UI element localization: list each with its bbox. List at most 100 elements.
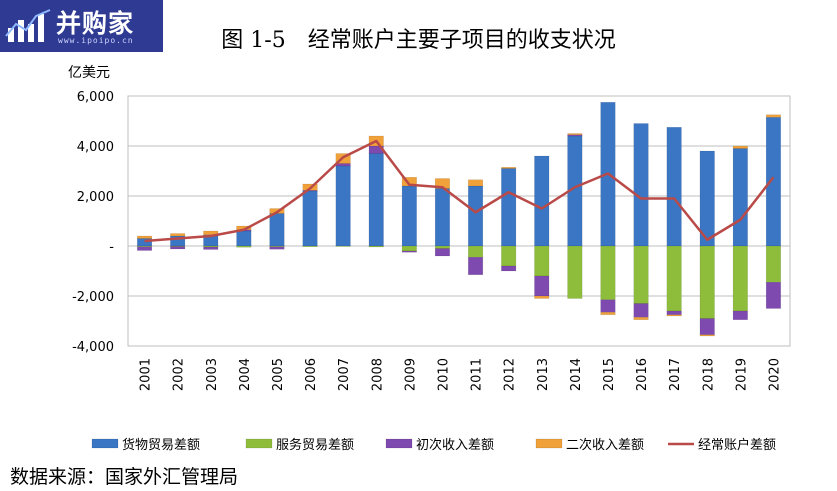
bar-segment: [302, 190, 318, 247]
bar-segment: [765, 117, 781, 247]
bar-segment: [633, 303, 649, 318]
x-tick-label: 2005: [271, 358, 286, 391]
bar-segment: [501, 167, 517, 169]
x-tick-label: 2004: [238, 358, 253, 391]
bar-segment: [534, 155, 550, 247]
bar-segment: [401, 250, 417, 253]
bar-segment: [765, 114, 781, 118]
x-tick-label: 2017: [668, 358, 683, 391]
legend-swatch: [385, 438, 413, 449]
bar-segment: [534, 275, 550, 297]
y-tick-label: 6,000: [77, 90, 114, 105]
bar-segment: [501, 265, 517, 272]
bar-segment: [633, 123, 649, 247]
bar-segment: [269, 213, 285, 247]
x-tick-label: 2002: [172, 358, 187, 391]
bar-segment: [567, 133, 583, 135]
bar-segment: [368, 153, 384, 247]
bar-segment: [434, 245, 450, 249]
bar-segment: [666, 310, 682, 315]
plot-frame: [127, 95, 791, 347]
x-tick-label: 2011: [470, 358, 485, 391]
legend-label: 货物贸易差额: [122, 437, 200, 453]
bar-segment: [137, 235, 153, 239]
y-tick-label: 4,000: [77, 140, 114, 155]
y-tick-label: -2,000: [72, 290, 114, 305]
legend-label: 初次收入差额: [416, 437, 494, 453]
x-tick-label: 2013: [536, 358, 551, 391]
logo: 并购家 www.ipoipo.cn: [0, 0, 163, 52]
bar-segment: [170, 233, 186, 237]
y-tick-label: -4,000: [72, 340, 114, 355]
y-axis-unit-label: 亿美元: [68, 65, 110, 81]
bar-segment: [368, 245, 384, 248]
x-tick-label: 2020: [767, 358, 782, 391]
bar-segment: [699, 245, 715, 319]
chart: 6,000 4,000 2,000 - -2,000 -4,000 2001 2002 2003…: [72, 90, 791, 453]
x-tick-label: 2012: [503, 358, 518, 391]
bar-segment: [501, 168, 517, 247]
bar-segment: [600, 312, 616, 315]
legend-label: 服务贸易差额: [276, 437, 354, 453]
bar-segment: [666, 127, 682, 247]
bar-segment: [434, 248, 450, 257]
x-tick-label: 2008: [370, 358, 385, 391]
bar-segment: [699, 334, 715, 337]
bar-segment: [468, 185, 484, 247]
bar-segment: [699, 318, 715, 335]
bar-segment: [534, 295, 550, 299]
x-tick-label: 2007: [337, 358, 352, 391]
x-tick-label: 2016: [635, 358, 650, 391]
bar-segment: [765, 282, 781, 309]
bar-segment: [335, 245, 351, 247]
bar-segment: [335, 163, 351, 167]
bar-segment: [434, 188, 450, 247]
legend-label: 二次收入差额: [566, 437, 644, 453]
bar-segment: [732, 245, 748, 312]
bar-segment: [236, 245, 252, 248]
x-tick-label: 2019: [734, 358, 749, 391]
bar-segment: [302, 245, 318, 247]
x-tick-label: 2018: [701, 358, 716, 391]
bar-segment: [401, 185, 417, 247]
logo-url: www.ipoipo.cn: [58, 36, 134, 45]
bar-segment: [137, 246, 153, 251]
bar-segment: [633, 245, 649, 304]
bar-segment: [666, 314, 682, 317]
legend-swatch: [535, 438, 563, 449]
x-tick-label: 2015: [602, 358, 617, 391]
bar-segment: [732, 310, 748, 320]
bar-segment: [501, 245, 517, 267]
bar-segment: [468, 179, 484, 187]
x-tick-label: 2010: [436, 358, 451, 391]
bar-segment: [401, 245, 417, 252]
source-note: 数据来源：国家外汇管理局: [10, 466, 239, 488]
current-account-line: [144, 139, 775, 243]
x-tick-label: 2003: [205, 358, 220, 391]
x-tick-label: 2006: [304, 358, 319, 391]
bar-segment: [600, 245, 616, 300]
bar-segment: [170, 246, 186, 250]
bar-segment: [633, 317, 649, 320]
bar-segment: [269, 246, 285, 250]
chart-title: 图 1-5 经常账户主要子项目的收支状况: [221, 28, 616, 53]
x-tick-label: 2009: [403, 358, 418, 391]
bar-segment: [236, 230, 252, 247]
bar-segment: [765, 245, 781, 283]
legend-swatch: [245, 438, 273, 449]
bar-segment: [732, 145, 748, 149]
bar-segment: [335, 165, 351, 247]
bar-segment: [600, 299, 616, 313]
y-tick-label: -: [109, 240, 114, 255]
bar-segment: [468, 245, 484, 258]
legend-swatch: [91, 438, 119, 449]
y-tick-label: 2,000: [77, 190, 114, 205]
bar-chart-icon: [5, 9, 51, 42]
bar-segment: [567, 245, 583, 299]
x-tick-label: 2014: [569, 358, 584, 391]
bar-segment: [732, 148, 748, 247]
bar-segment: [468, 257, 484, 275]
bar-segment: [666, 245, 682, 312]
logo-text: 并购家: [56, 9, 135, 38]
bar-segment: [534, 245, 550, 277]
